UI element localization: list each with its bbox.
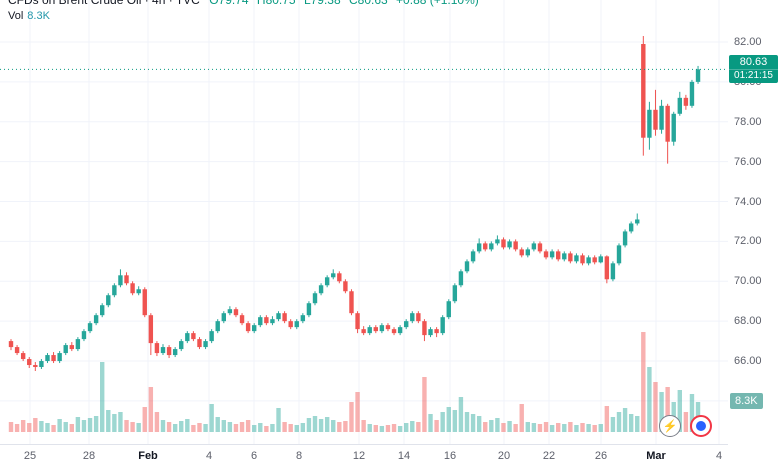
ohlc-low: L79.38 — [303, 0, 341, 7]
price-axis[interactable]: 80.63 01:21:15 8.3K 82.0080.0078.0076.00… — [728, 0, 780, 445]
time-axis-label: 4 — [715, 450, 723, 462]
current-price-badge: 80.63 01:21:15 — [729, 55, 778, 84]
candlestick-chart[interactable] — [0, 0, 728, 445]
time-axis[interactable]: 25 28 Feb 4 6 8 12 14 16 20 22 26 Mar 4 — [0, 444, 728, 470]
time-axis-label: 28 — [82, 450, 96, 462]
ohlc-high: H80.75 — [256, 0, 296, 7]
ohlc-close: C80.63 — [349, 0, 388, 7]
price-axis-label: 68.00 — [734, 315, 762, 328]
symbol-title[interactable]: CFDs on Brent Crude Oil · 4h · TVC — [8, 0, 200, 7]
lightning-icon: ⚡ — [662, 419, 678, 433]
price-axis-label: 66.00 — [734, 355, 762, 368]
bar-countdown: 01:21:15 — [729, 69, 778, 82]
time-axis-label: 25 — [23, 450, 37, 462]
current-price-value: 80.63 — [739, 56, 768, 69]
ohlc-open: O79.74 — [209, 0, 249, 7]
corner-icons: ⚡ — [659, 415, 712, 437]
price-axis-label: 82.00 — [734, 36, 762, 48]
time-axis-label: 22 — [542, 450, 556, 462]
time-axis-label: Mar — [646, 450, 666, 462]
chart-pane[interactable]: CFDs on Brent Crude Oil · 4h · TVC O79.7… — [0, 0, 729, 445]
price-axis-label: 78.00 — [734, 115, 762, 128]
symbol-legend: CFDs on Brent Crude Oil · 4h · TVC O79.7… — [8, 0, 484, 7]
axis-corner — [728, 445, 780, 470]
ad-logo-icon[interactable] — [690, 415, 712, 437]
time-axis-label: 6 — [250, 450, 258, 462]
volume-value: 8.3K — [27, 10, 50, 22]
time-axis-label: 4 — [205, 450, 213, 462]
time-axis-label: 26 — [594, 450, 608, 462]
flash-idea-icon[interactable]: ⚡ — [659, 415, 681, 437]
time-axis-label: 16 — [443, 450, 457, 462]
volume-label: Vol — [8, 10, 24, 22]
volume-legend: Vol 8.3K — [8, 10, 50, 22]
time-axis-label: Feb — [138, 450, 158, 462]
current-volume-badge: 8.3K — [730, 393, 763, 409]
price-axis-label: 70.00 — [734, 275, 762, 288]
time-axis-label: 12 — [352, 450, 366, 462]
price-axis-label: 76.00 — [734, 155, 762, 168]
ad-logo-inner — [696, 421, 706, 431]
time-axis-label: 20 — [497, 450, 511, 462]
price-change: +0.88 (+1.10%) — [396, 0, 479, 7]
price-axis-label: 74.00 — [734, 195, 762, 208]
time-axis-label: 14 — [397, 450, 411, 462]
time-axis-label: 8 — [295, 450, 303, 462]
price-axis-label: 72.00 — [734, 235, 762, 248]
